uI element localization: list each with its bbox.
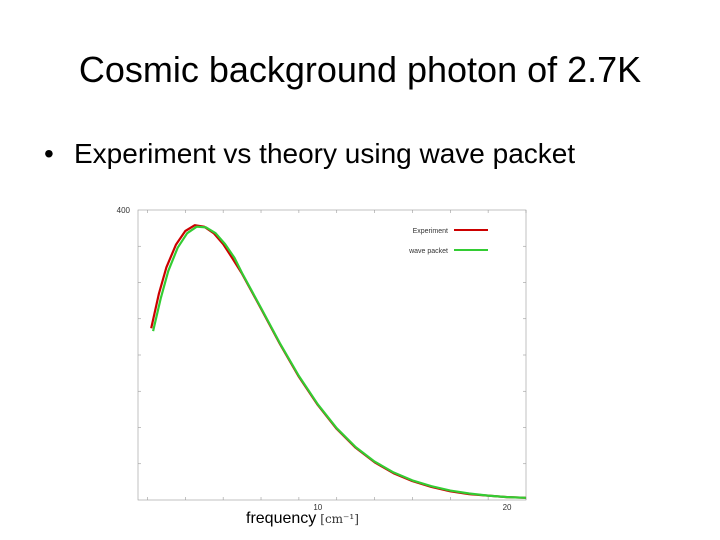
x-tick-label-0: 10 [313, 503, 322, 512]
x-axis-label: frequency [cm⁻¹] [246, 508, 359, 530]
bullet-text: Experiment vs theory using wave packet [74, 138, 576, 169]
plot-frame [137, 209, 527, 501]
y-tick-label-0: 400 [117, 206, 131, 215]
series-line-0 [150, 224, 527, 499]
x-tick-label-1: 20 [503, 503, 512, 512]
slide-title: Cosmic background photon of 2.7K [78, 49, 642, 90]
bullet-marker: • [44, 138, 54, 169]
bullet-item: • Experiment vs theory using wave packet [44, 134, 575, 174]
series-line-1 [152, 225, 527, 499]
x-axis-title: frequency [246, 510, 317, 527]
chart: 10 20 400 Experiment wave packet [117, 206, 527, 512]
series-group [150, 224, 527, 499]
chart-legend: Experiment wave packet [408, 228, 488, 255]
x-axis-unit: [cm⁻¹] [320, 512, 359, 526]
legend-label-1: wave packet [408, 248, 448, 255]
legend-label-0: Experiment [413, 228, 448, 235]
tick-group: 10 20 400 [117, 206, 527, 512]
